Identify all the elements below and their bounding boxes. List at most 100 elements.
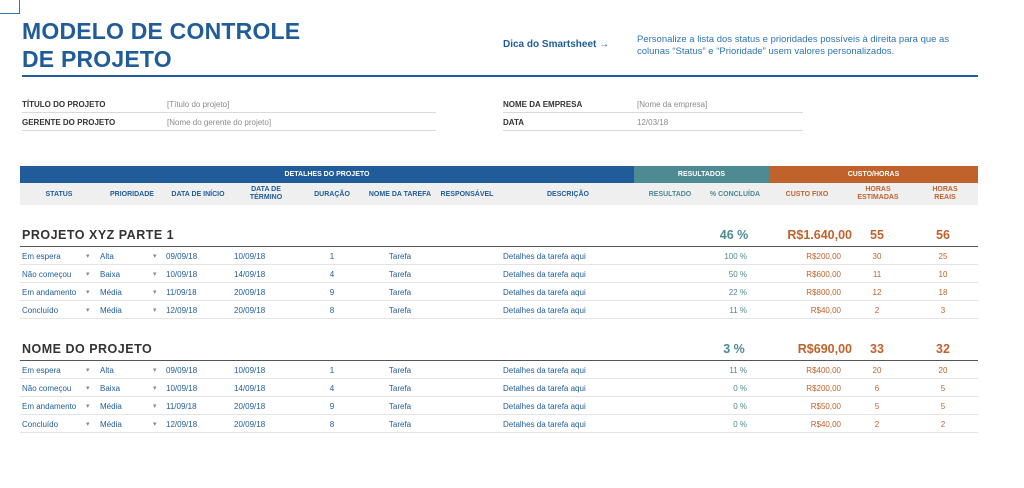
status-cell[interactable]: Não começou <box>22 384 72 393</box>
real-hours-cell[interactable]: 2 <box>940 420 946 429</box>
estimated-hours-cell[interactable]: 6 <box>874 384 880 393</box>
estimated-hours-cell[interactable]: 5 <box>874 402 880 411</box>
fixed-cost-cell[interactable]: R$400,00 <box>806 366 841 375</box>
fixed-cost-cell[interactable]: R$40,00 <box>810 420 841 429</box>
description-cell[interactable]: Detalhes da tarefa aqui <box>503 288 586 297</box>
percent-complete-cell[interactable]: 0 % <box>733 402 747 411</box>
start-date-cell[interactable]: 10/09/18 <box>166 384 198 393</box>
task-name-cell[interactable]: Tarefa <box>388 252 412 261</box>
company-name-field[interactable]: [Nome da empresa] <box>637 100 708 109</box>
fixed-cost-cell[interactable]: R$800,00 <box>806 288 841 297</box>
start-date-cell[interactable]: 11/09/18 <box>166 402 197 411</box>
end-date-cell[interactable]: 14/09/18 <box>234 270 266 279</box>
col-duration[interactable]: DURAÇÃO <box>314 191 350 198</box>
col-priority[interactable]: PRIORIDADE <box>110 191 154 198</box>
start-date-cell[interactable]: 09/09/18 <box>166 366 198 375</box>
duration-cell[interactable]: 1 <box>329 252 335 261</box>
percent-complete-cell[interactable]: 22 % <box>728 288 747 297</box>
estimated-hours-cell[interactable]: 2 <box>874 420 880 429</box>
percent-complete-cell[interactable]: 11 % <box>729 306 747 315</box>
priority-cell[interactable]: Alta <box>100 252 114 261</box>
status-cell[interactable]: Não começou <box>22 270 72 279</box>
col-percent-complete[interactable]: % CONCLUÍDA <box>709 191 761 198</box>
estimated-hours-cell[interactable]: 11 <box>872 270 882 279</box>
col-status[interactable]: STATUS <box>45 191 73 198</box>
end-date-cell[interactable]: 20/09/18 <box>234 402 266 411</box>
status-dropdown-icon[interactable]: ▾ <box>86 367 90 374</box>
description-cell[interactable]: Detalhes da tarefa aqui <box>503 252 586 261</box>
project-manager-field[interactable]: [Nome do gerente do projeto] <box>167 118 272 127</box>
status-cell[interactable]: Em andamento <box>22 288 77 297</box>
priority-dropdown-icon[interactable]: ▾ <box>153 253 157 260</box>
fixed-cost-cell[interactable]: R$50,00 <box>810 402 841 411</box>
project-name[interactable]: PROJETO XYZ PARTE 1 <box>22 228 175 242</box>
status-dropdown-icon[interactable]: ▾ <box>86 385 90 392</box>
task-name-cell[interactable]: Tarefa <box>388 288 412 297</box>
real-hours-cell[interactable]: 18 <box>938 288 948 297</box>
priority-cell[interactable]: Média <box>100 420 122 429</box>
description-cell[interactable]: Detalhes da tarefa aqui <box>503 384 586 393</box>
description-cell[interactable]: Detalhes da tarefa aqui <box>503 270 586 279</box>
fixed-cost-cell[interactable]: R$40,00 <box>810 306 841 315</box>
start-date-cell[interactable]: 09/09/18 <box>166 252 198 261</box>
end-date-cell[interactable]: 10/09/18 <box>234 366 266 375</box>
col-task-name[interactable]: NOME DA TAREFA <box>368 191 432 198</box>
end-date-cell[interactable]: 14/09/18 <box>234 384 266 393</box>
description-cell[interactable]: Detalhes da tarefa aqui <box>503 402 586 411</box>
priority-cell[interactable]: Alta <box>100 366 114 375</box>
priority-dropdown-icon[interactable]: ▾ <box>153 421 157 428</box>
col-estimated-hours[interactable]: HORAS ESTIMADAS <box>857 186 899 201</box>
task-name-cell[interactable]: Tarefa <box>388 366 412 375</box>
status-dropdown-icon[interactable]: ▾ <box>86 403 90 410</box>
status-dropdown-icon[interactable]: ▾ <box>86 307 90 314</box>
fixed-cost-cell[interactable]: R$200,00 <box>806 384 841 393</box>
col-result[interactable]: RESULTADO <box>648 191 692 198</box>
start-date-cell[interactable]: 12/09/18 <box>166 420 198 429</box>
real-hours-cell[interactable]: 10 <box>938 270 948 279</box>
start-date-cell[interactable]: 10/09/18 <box>166 270 198 279</box>
estimated-hours-cell[interactable]: 12 <box>872 288 882 297</box>
end-date-cell[interactable]: 20/09/18 <box>234 288 266 297</box>
description-cell[interactable]: Detalhes da tarefa aqui <box>503 366 586 375</box>
priority-cell[interactable]: Média <box>100 288 122 297</box>
priority-dropdown-icon[interactable]: ▾ <box>153 385 157 392</box>
priority-dropdown-icon[interactable]: ▾ <box>153 307 157 314</box>
percent-complete-cell[interactable]: 0 % <box>733 420 747 429</box>
priority-dropdown-icon[interactable]: ▾ <box>153 271 157 278</box>
project-title-field[interactable]: [Título do projeto] <box>167 100 230 109</box>
task-name-cell[interactable]: Tarefa <box>388 402 412 411</box>
duration-cell[interactable]: 8 <box>329 306 335 315</box>
estimated-hours-cell[interactable]: 20 <box>872 366 882 375</box>
priority-dropdown-icon[interactable]: ▾ <box>153 403 157 410</box>
duration-cell[interactable]: 8 <box>329 420 335 429</box>
priority-cell[interactable]: Baixa <box>100 270 121 279</box>
task-name-cell[interactable]: Tarefa <box>388 306 412 315</box>
status-cell[interactable]: Em espera <box>22 366 61 375</box>
real-hours-cell[interactable]: 5 <box>940 384 946 393</box>
col-start-date[interactable]: DATA DE INÍCIO <box>171 191 225 198</box>
priority-cell[interactable]: Baixa <box>100 384 121 393</box>
real-hours-cell[interactable]: 3 <box>940 306 946 315</box>
status-cell[interactable]: Em espera <box>22 252 61 261</box>
priority-cell[interactable]: Média <box>100 402 122 411</box>
estimated-hours-cell[interactable]: 30 <box>872 252 882 261</box>
start-date-cell[interactable]: 11/09/18 <box>166 288 197 297</box>
duration-cell[interactable]: 9 <box>329 402 335 411</box>
priority-dropdown-icon[interactable]: ▾ <box>153 367 157 374</box>
task-name-cell[interactable]: Tarefa <box>388 420 412 429</box>
task-name-cell[interactable]: Tarefa <box>388 384 412 393</box>
status-cell[interactable]: Concluído <box>22 420 59 429</box>
real-hours-cell[interactable]: 20 <box>938 366 948 375</box>
percent-complete-cell[interactable]: 11 % <box>729 366 747 375</box>
end-date-cell[interactable]: 20/09/18 <box>234 420 266 429</box>
real-hours-cell[interactable]: 25 <box>938 252 948 261</box>
percent-complete-cell[interactable]: 100 % <box>724 252 747 261</box>
status-dropdown-icon[interactable]: ▾ <box>86 421 90 428</box>
percent-complete-cell[interactable]: 50 % <box>728 270 747 279</box>
duration-cell[interactable]: 1 <box>329 366 335 375</box>
col-owner[interactable]: RESPONSÁVEL <box>440 191 494 198</box>
end-date-cell[interactable]: 10/09/18 <box>234 252 266 261</box>
end-date-cell[interactable]: 20/09/18 <box>234 306 266 315</box>
col-description[interactable]: DESCRIÇÃO <box>546 191 589 198</box>
status-dropdown-icon[interactable]: ▾ <box>86 289 90 296</box>
